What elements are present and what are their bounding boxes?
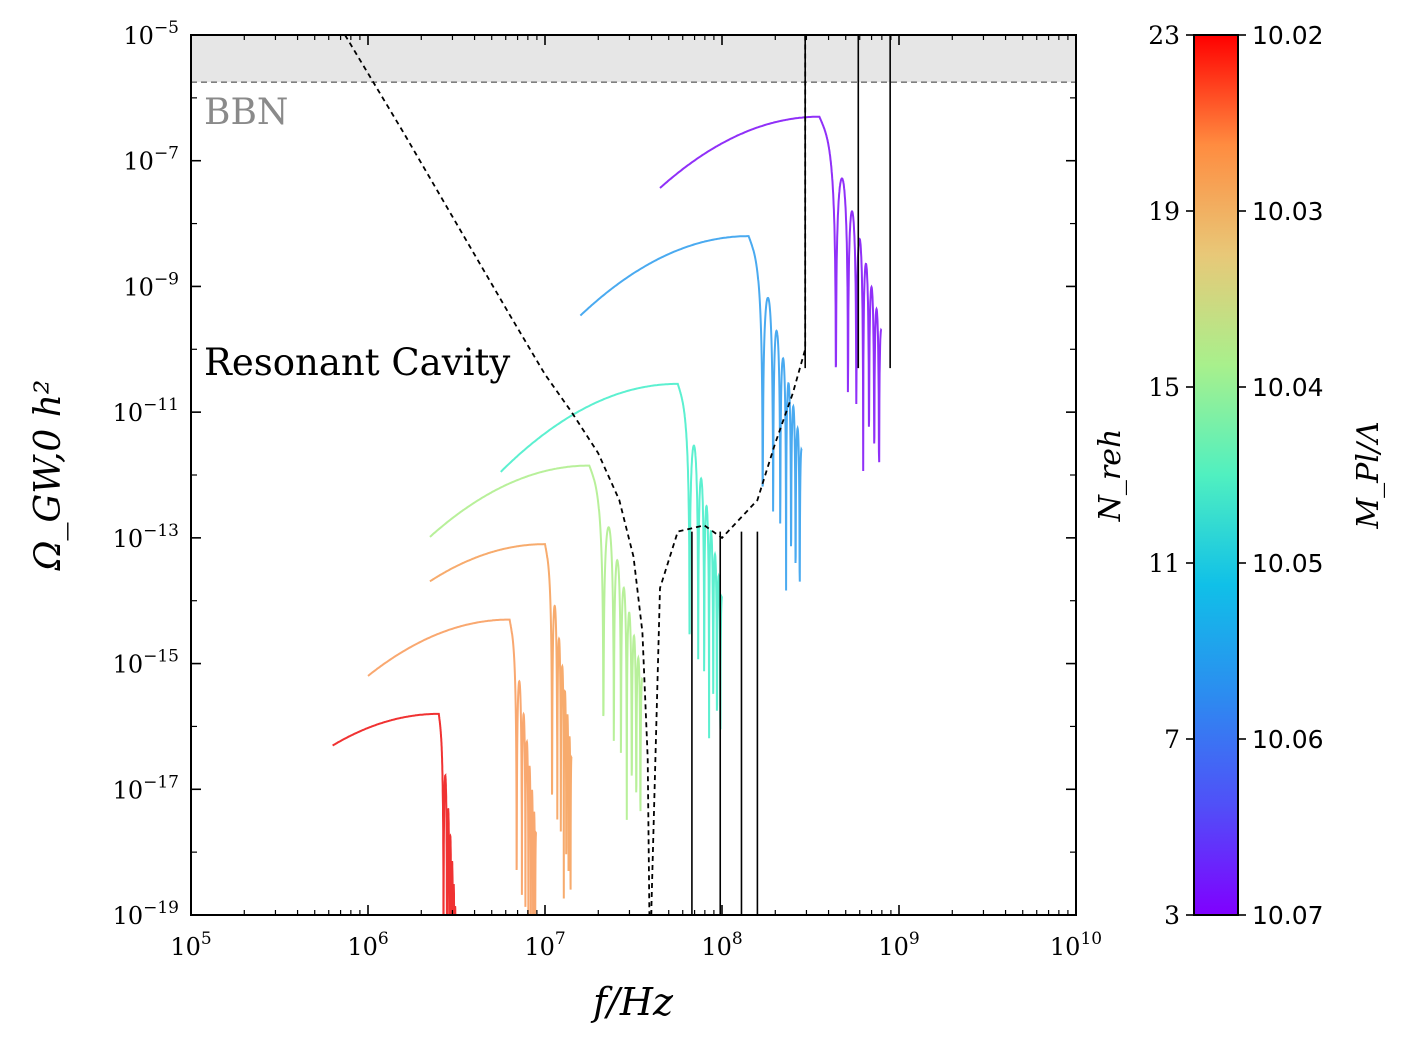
- x-tick-label: 105: [170, 929, 211, 961]
- y-tick-label: 10−7: [123, 144, 179, 176]
- y-tick-label: 10−9: [123, 269, 179, 301]
- series-line-17: [429, 464, 644, 820]
- series-line-13: [500, 382, 723, 739]
- series-line-19: [429, 543, 573, 899]
- colorbar-label-left: N_reh: [1093, 429, 1128, 523]
- y-tick-label: 10−5: [123, 18, 179, 50]
- sensitivity-curve-resonant-cavity-high: [650, 35, 807, 915]
- series-line-21: [367, 618, 538, 915]
- y-tick-label: 10−17: [113, 772, 179, 804]
- y-tick-label: 10−19: [113, 898, 179, 930]
- series-line-9: [579, 235, 803, 591]
- axes: 105 106 107 108 109 1010 10−5 10−7 10−9 10−11 10−1…: [113, 18, 1103, 961]
- colorbar-left-tick-label: 15: [1148, 373, 1180, 402]
- colorbar-left-tick-label: 23: [1148, 21, 1180, 50]
- x-axis-label-text: f/Hz: [590, 980, 674, 1024]
- series-21: [367, 618, 538, 915]
- y-tick-label: 10−11: [113, 395, 179, 427]
- bbn-shaded-region: [191, 35, 1076, 83]
- annotation-resonant-cavity: Resonant Cavity: [204, 341, 510, 384]
- colorbar-label-left-text: N_reh: [1093, 429, 1128, 523]
- colorbar-left-tick-label: 11: [1148, 549, 1180, 578]
- colorbar-right-tick-label: 10.07: [1252, 901, 1324, 930]
- colorbar-left-tick-label: 7: [1164, 725, 1180, 754]
- plot-area: [332, 35, 891, 915]
- x-tick-label: 106: [347, 929, 388, 961]
- series-9: [579, 235, 803, 591]
- x-tick-label: 109: [878, 929, 919, 961]
- y-tick-label: 10−15: [113, 647, 179, 679]
- series-19: [429, 543, 573, 899]
- colorbar-label-right: M_Pl/Λ: [1351, 421, 1386, 529]
- y-axis-label-text: Ω_GW,0 h²: [28, 380, 69, 572]
- series-5: [659, 115, 883, 472]
- sensitivity-curve-resonant-cavity: [344, 35, 651, 915]
- colorbar-right-tick-label: 10.03: [1252, 197, 1324, 226]
- colorbar-right-tick-label: 10.06: [1252, 725, 1324, 754]
- colorbar-label-right-text: M_Pl/Λ: [1351, 421, 1386, 529]
- colorbar: 23 10.02 19 10.03 15 10.04 11 10.05 7 10.06 3 10.07: [1148, 21, 1323, 930]
- bbn-region: [191, 35, 1076, 83]
- colorbar-right-tick-label: 10.04: [1252, 373, 1324, 402]
- colorbar-left-tick-label: 19: [1148, 197, 1180, 226]
- colorbar-right-tick-label: 10.02: [1252, 21, 1324, 50]
- series-line-5: [659, 115, 883, 472]
- colorbar-gradient: [1193, 34, 1239, 916]
- y-tick-label: 10−13: [113, 521, 179, 553]
- y-axis-label: Ω_GW,0 h²: [28, 380, 69, 572]
- colorbar-right-tick-label: 10.05: [1252, 549, 1324, 578]
- series-17: [429, 464, 644, 820]
- x-tick-label: 108: [701, 929, 742, 961]
- x-tick-label: 1010: [1050, 929, 1102, 961]
- x-axis-label: f/Hz: [590, 980, 674, 1024]
- plot-frame: [190, 34, 1077, 916]
- colorbar-left-tick-label: 3: [1164, 901, 1180, 930]
- bbn-label: BBN: [204, 92, 288, 133]
- series-23: [332, 712, 457, 915]
- x-tick-label: 107: [524, 929, 565, 961]
- series-13: [500, 382, 723, 739]
- series-line-23: [332, 712, 457, 915]
